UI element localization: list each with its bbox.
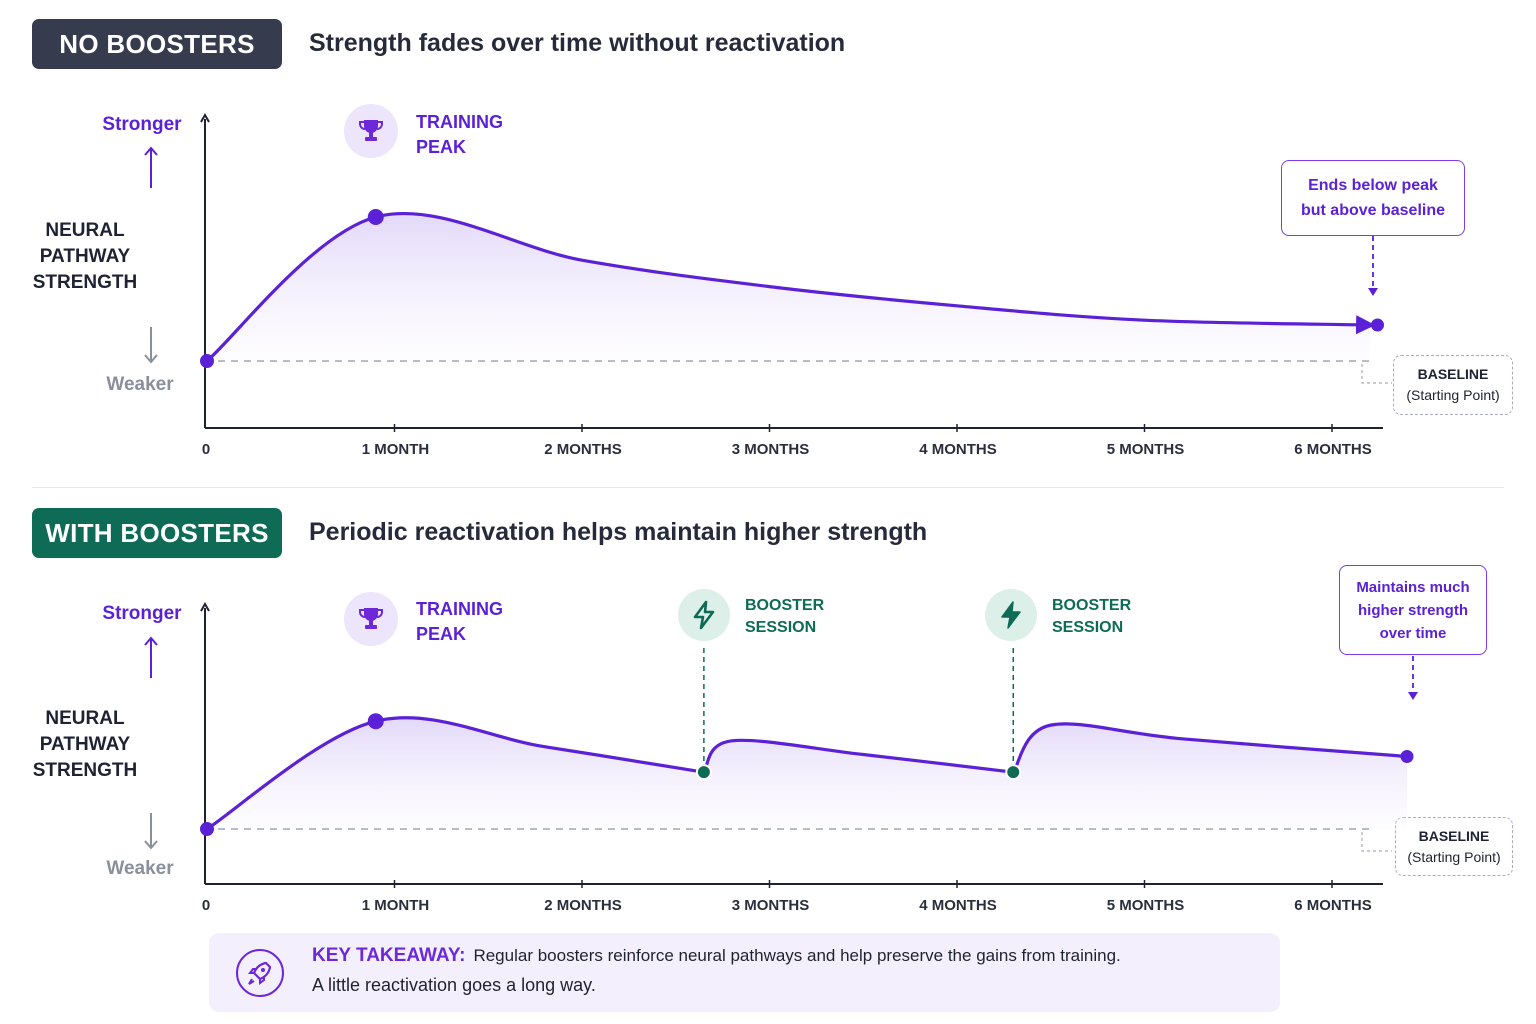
x-tick-label: 2 MONTHS (544, 441, 622, 458)
peak-point (367, 209, 384, 225)
y-axis-bottom-label: Weaker (106, 858, 174, 879)
end-point (1400, 749, 1414, 763)
training-peak-label: TRAINING PEAK (416, 599, 503, 644)
x-tick-label: 0 (201, 441, 211, 458)
chart-no-boosters (144, 112, 1392, 432)
key-takeaway-box: KEY TAKEAWAY: Regular boosters reinforce … (209, 933, 1280, 1012)
y-axis-arrow (200, 112, 210, 123)
start-point (200, 822, 214, 836)
no-boosters-badge: NO BOOSTERS (32, 19, 282, 69)
x-tick-label: 6 MONTHS (1294, 897, 1372, 914)
x-tick-label: 5 MONTHS (1106, 441, 1185, 458)
weaker-arrow-head (144, 354, 158, 364)
rocket-icon (236, 949, 284, 997)
lightning-icon (985, 589, 1037, 641)
x-tick-label: 6 MONTHS (1294, 441, 1372, 458)
trophy-icon (344, 592, 398, 646)
y-axis-arrow (200, 601, 210, 612)
x-tick-label: 3 MONTHS (731, 897, 810, 914)
chart-with-boosters (144, 601, 1418, 888)
stronger-arrow-head (144, 146, 158, 156)
x-tick-label: 1 MONTH (361, 897, 430, 914)
curve-area (207, 717, 1407, 829)
x-tick-label: 4 MONTHS (919, 897, 997, 914)
start-point (200, 354, 214, 368)
stronger-arrow-head (144, 636, 158, 646)
takeaway-line-2: A little reactivation goes a long way. (312, 975, 596, 995)
x-tick-label: 1 MONTH (361, 441, 430, 458)
top-heading: Strength fades over time without reactiv… (309, 29, 846, 57)
booster-session-label: BOOSTER SESSION (745, 597, 825, 636)
x-tick-label: 0 (201, 897, 211, 914)
baseline-box: BASELINE (Starting Point) (1395, 817, 1513, 876)
booster-point (695, 764, 712, 781)
trophy-icon (344, 104, 398, 158)
weaker-arrow-head (144, 840, 158, 850)
strength-curve (205, 716, 1409, 831)
x-tick-label: 3 MONTHS (731, 441, 810, 458)
booster-point (1005, 764, 1022, 781)
baseline-connector (1361, 364, 1392, 384)
curve-area (207, 213, 1370, 361)
baseline-connector (1361, 832, 1392, 852)
with-boosters-badge: WITH BOOSTERS (32, 508, 282, 558)
ends-below-peak-callout: Ends below peak but above baseline (1281, 160, 1465, 236)
bottom-heading: Periodic reactivation helps maintain hig… (309, 518, 928, 546)
x-tick-label: 4 MONTHS (919, 441, 997, 458)
y-axis-title: NEURAL PATHWAY STRENGTH (32, 220, 138, 293)
maintains-strength-callout: Maintains much higher strength over time (1339, 565, 1487, 655)
peak-point (367, 713, 384, 730)
panel-divider (32, 487, 1504, 488)
callout-arrow-head (1408, 692, 1418, 700)
baseline-box: BASELINE (Starting Point) (1393, 355, 1513, 415)
y-axis-top-label: Stronger (102, 603, 182, 624)
booster-session-label: BOOSTER SESSION (1052, 597, 1132, 636)
end-point (1371, 318, 1384, 332)
y-axis-title: NEURAL PATHWAY STRENGTH (32, 708, 138, 781)
x-tick-label: 5 MONTHS (1106, 897, 1185, 914)
y-axis-bottom-label: Weaker (106, 374, 174, 395)
callout-arrow-head (1368, 288, 1378, 296)
y-axis-top-label: Stronger (102, 114, 182, 135)
training-peak-label: TRAINING PEAK (416, 112, 503, 157)
takeaway-line-1: KEY TAKEAWAY: Regular boosters reinforce … (312, 945, 1121, 966)
x-tick-label: 2 MONTHS (544, 897, 622, 914)
lightning-icon (678, 589, 730, 641)
